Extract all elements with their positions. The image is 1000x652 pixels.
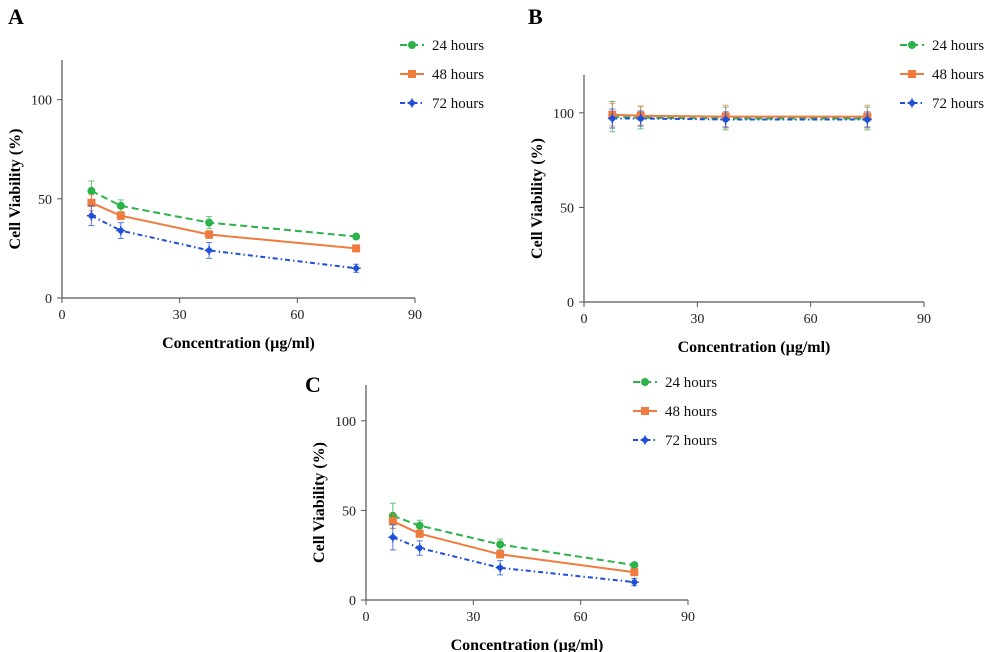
x-tick-label: 60 — [574, 610, 588, 625]
data-point-star — [907, 98, 917, 108]
y-tick-label: 100 — [335, 415, 356, 430]
data-point-star — [415, 543, 425, 553]
x-tick-label: 60 — [290, 308, 304, 323]
data-point-star — [495, 563, 505, 573]
data-point-star — [351, 263, 361, 273]
data-point-star — [407, 98, 417, 108]
x-axis-title: Concentration (µg/ml) — [162, 335, 315, 352]
panel-letter: B — [528, 4, 543, 29]
data-point — [496, 540, 505, 549]
series-line — [612, 113, 868, 118]
series-line — [90, 201, 357, 250]
x-tick-label: 30 — [690, 312, 704, 327]
series-line — [392, 520, 635, 574]
data-point-star — [86, 211, 96, 221]
data-point — [116, 201, 125, 210]
panel-a: A 0 30 60 90 0 50 100 Concentration (µg/ml) Cell… — [7, 4, 484, 352]
data-point — [87, 186, 96, 195]
data-point — [641, 407, 649, 415]
y-axis-title: Cell Viability (%) — [311, 442, 328, 563]
y-tick-label: 50 — [38, 193, 52, 208]
x-tick-label: 30 — [173, 308, 187, 323]
legend-label: 24 hours — [932, 38, 984, 54]
x-tick-label: 90 — [681, 610, 695, 625]
panel-b: B 0 30 60 90 0 50 100 Concentration (µg/ml) Cell… — [528, 4, 984, 356]
series-line — [612, 117, 868, 121]
data-point — [641, 378, 649, 386]
panel-letter: A — [8, 4, 24, 29]
series-line — [392, 536, 635, 584]
data-point — [116, 211, 125, 220]
legend-label: 72 hours — [665, 433, 717, 449]
data-point-star — [640, 435, 650, 445]
y-tick-label: 0 — [45, 292, 52, 307]
data-point — [408, 70, 416, 78]
data-point — [496, 550, 505, 559]
y-tick-label: 50 — [342, 504, 356, 519]
data-point-star — [629, 577, 639, 587]
data-point-star — [607, 114, 617, 124]
data-point-star — [636, 114, 646, 124]
data-point — [408, 41, 416, 49]
data-point-star — [862, 114, 872, 124]
legend-label: 24 hours — [665, 375, 717, 391]
y-tick-label: 50 — [560, 201, 574, 216]
x-axis-title: Concentration (µg/ml) — [678, 339, 831, 356]
data-point — [908, 41, 916, 49]
data-point-star — [204, 245, 214, 255]
data-point — [352, 244, 361, 253]
data-point — [908, 70, 916, 78]
y-tick-label: 0 — [567, 296, 574, 311]
series-line — [392, 514, 635, 567]
data-point — [87, 198, 96, 207]
x-tick-label: 0 — [581, 312, 588, 327]
x-tick-label: 90 — [408, 308, 422, 323]
panel-letter: C — [305, 372, 321, 397]
x-axis-title: Concentration (µg/ml) — [451, 637, 604, 652]
legend-label: 48 hours — [665, 404, 717, 420]
data-point — [415, 529, 424, 538]
data-point — [388, 517, 397, 526]
y-axis-title: Cell Viability (%) — [529, 138, 546, 259]
data-point — [630, 561, 639, 570]
x-tick-label: 90 — [917, 312, 931, 327]
y-tick-label: 100 — [553, 107, 574, 122]
x-tick-label: 0 — [363, 610, 370, 625]
legend-label: 48 hours — [932, 67, 984, 83]
x-tick-label: 60 — [804, 312, 818, 327]
legend-label: 72 hours — [432, 96, 484, 112]
panel-c: C 0 30 60 90 0 50 100 Concentration (µg/ml) Cell… — [305, 372, 717, 652]
y-tick-label: 100 — [31, 94, 52, 109]
x-tick-label: 30 — [466, 610, 480, 625]
data-point — [415, 521, 424, 530]
legend-label: 48 hours — [432, 67, 484, 83]
x-tick-label: 0 — [59, 308, 66, 323]
data-point-star — [116, 226, 126, 236]
data-point — [630, 568, 639, 577]
series-line — [90, 214, 357, 270]
y-axis-title: Cell Viability (%) — [7, 129, 24, 250]
data-point-star — [388, 532, 398, 542]
data-point — [205, 230, 214, 239]
data-point — [205, 218, 214, 227]
data-point — [352, 232, 361, 241]
legend-label: 72 hours — [932, 96, 984, 112]
y-tick-label: 0 — [349, 594, 356, 609]
series-line — [90, 190, 357, 238]
legend-label: 24 hours — [432, 38, 484, 54]
data-point-star — [721, 114, 731, 124]
